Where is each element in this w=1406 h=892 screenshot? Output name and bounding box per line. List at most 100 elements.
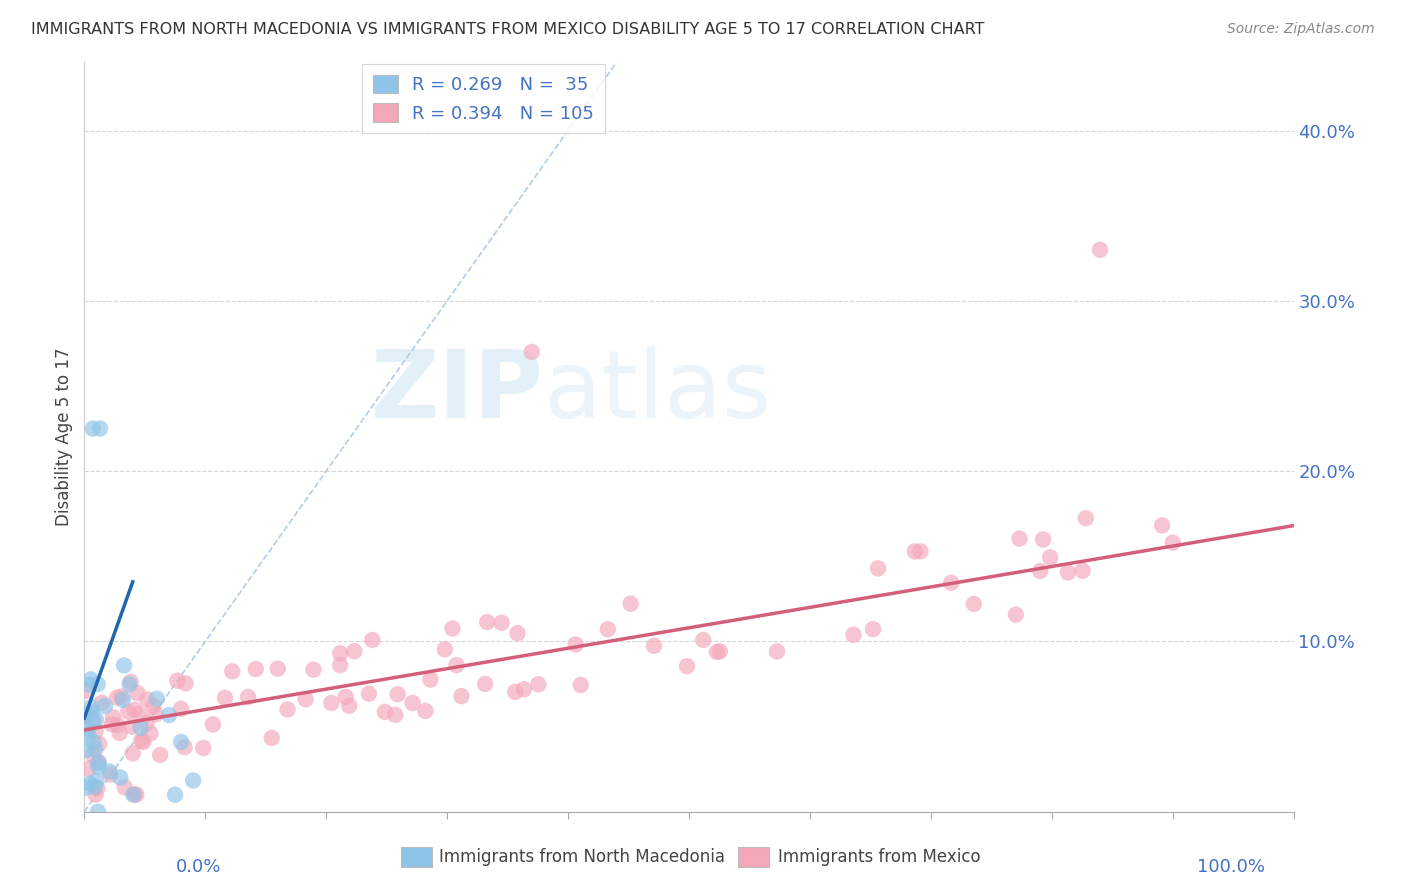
Point: [302, 663, 325, 677]
Point: [267, 662, 290, 676]
Point: [77, 678, 100, 692]
Point: [491, 615, 513, 630]
Point: [170, 735, 193, 749]
Point: [125, 788, 148, 802]
Point: [527, 677, 550, 691]
Text: Immigrants from Mexico: Immigrants from Mexico: [778, 848, 980, 866]
Point: [107, 718, 129, 732]
Point: [80, 700, 103, 714]
Point: [433, 642, 456, 657]
Point: [120, 674, 142, 689]
Point: [415, 704, 437, 718]
Point: [506, 626, 529, 640]
Point: [79, 776, 101, 790]
Point: [145, 707, 167, 722]
Text: 100.0%: 100.0%: [1198, 858, 1265, 876]
Point: [157, 708, 180, 723]
Point: [75, 684, 97, 698]
Point: [121, 720, 143, 734]
Point: [1161, 535, 1184, 549]
Point: [245, 662, 267, 676]
Point: [1088, 243, 1111, 257]
Legend: R = 0.269   N =  35, R = 0.394   N = 105: R = 0.269 N = 35, R = 0.394 N = 105: [361, 64, 605, 134]
Point: [84, 713, 107, 727]
Point: [84, 724, 107, 739]
Point: [76, 780, 98, 795]
Point: [86, 781, 108, 796]
Point: [343, 644, 366, 658]
Point: [114, 780, 136, 795]
Point: [111, 692, 134, 706]
Point: [173, 740, 195, 755]
Point: [419, 673, 441, 687]
Point: [122, 787, 145, 801]
Point: [337, 698, 360, 713]
Point: [101, 710, 124, 724]
Point: [84, 773, 107, 788]
Point: [335, 690, 357, 704]
Point: [82, 713, 104, 727]
Point: [94, 698, 117, 713]
Point: [112, 658, 135, 673]
Point: [139, 726, 162, 740]
Point: [170, 702, 193, 716]
Point: [692, 632, 714, 647]
Point: [1029, 564, 1052, 578]
Text: Source: ZipAtlas.com: Source: ZipAtlas.com: [1227, 22, 1375, 37]
Point: [374, 705, 396, 719]
Point: [80, 706, 103, 720]
Point: [709, 644, 731, 658]
Point: [904, 544, 927, 558]
Point: [361, 632, 384, 647]
Point: [474, 677, 496, 691]
Point: [294, 692, 316, 706]
Point: [100, 717, 122, 731]
Point: [105, 690, 128, 705]
Point: [135, 716, 157, 731]
Point: [79, 673, 101, 687]
Point: [201, 717, 224, 731]
Point: [676, 659, 699, 673]
Point: [564, 637, 586, 651]
Point: [941, 575, 963, 590]
Point: [441, 622, 464, 636]
Point: [963, 597, 986, 611]
Point: [520, 345, 543, 359]
Point: [513, 682, 536, 697]
Point: [450, 689, 472, 703]
Point: [128, 706, 150, 721]
Point: [82, 421, 104, 435]
Point: [87, 756, 110, 770]
Point: [84, 788, 107, 802]
Point: [193, 741, 215, 756]
Point: [117, 705, 139, 719]
Point: [100, 767, 122, 781]
Y-axis label: Disability Age 5 to 17: Disability Age 5 to 17: [55, 348, 73, 526]
Text: ZIP: ZIP: [371, 346, 544, 438]
Point: [868, 561, 890, 575]
Point: [181, 773, 204, 788]
Point: [129, 721, 152, 735]
Point: [1032, 533, 1054, 547]
Point: [84, 742, 107, 756]
Point: [446, 658, 468, 673]
Point: [401, 696, 423, 710]
Point: [1008, 532, 1031, 546]
Text: atlas: atlas: [544, 346, 772, 438]
Point: [357, 687, 380, 701]
Point: [82, 747, 104, 762]
Point: [329, 646, 352, 660]
Point: [77, 727, 100, 741]
Point: [174, 676, 197, 690]
Point: [503, 685, 526, 699]
Point: [87, 760, 110, 774]
Point: [766, 644, 789, 658]
Point: [643, 639, 665, 653]
Point: [236, 690, 259, 704]
Point: [108, 726, 131, 740]
Point: [82, 715, 104, 730]
Point: [862, 622, 884, 636]
Point: [1039, 550, 1062, 565]
Point: [214, 690, 236, 705]
Point: [277, 702, 299, 716]
